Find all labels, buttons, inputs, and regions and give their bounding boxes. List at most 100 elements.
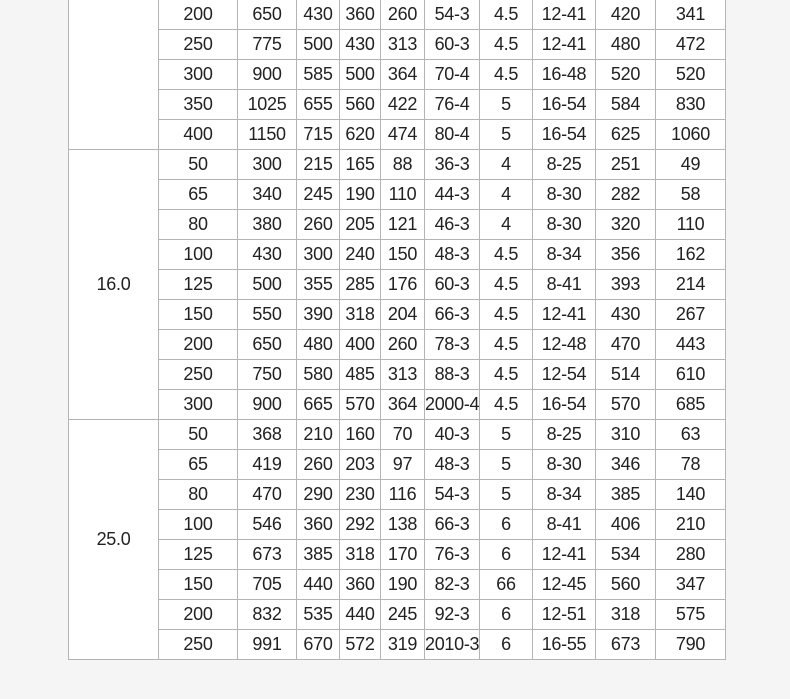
table-cell: 88 [380,149,425,180]
table-cell: 560 [339,89,381,120]
table-cell: 1150 [237,119,297,150]
table-cell: 430 [296,0,340,30]
table-cell: 80-4 [424,119,480,150]
table-cell: 4 [479,209,533,240]
table-cell: 70-4 [424,59,480,90]
table-row: 400 1150 715 620 474 80-4 5 16-54 625 1060 [69,119,726,150]
table-cell: 4.5 [479,0,533,30]
table-cell: 480 [296,329,340,360]
table-cell: 390 [296,299,340,330]
table-cell: 215 [296,149,340,180]
table-row: 150 705 440 360 190 82-3 66 12-45 560 347 [69,569,726,600]
table-cell: 16-54 [532,89,596,120]
table-cell: 210 [655,509,726,540]
table-cell: 170 [380,539,425,570]
table-cell: 36-3 [424,149,480,180]
table-cell: 430 [595,299,656,330]
table-cell: 364 [380,59,425,90]
table-row: 100 546 360 292 138 66-3 6 8-41 406 210 [69,509,726,540]
table-cell: 12-54 [532,359,596,390]
table-cell: 4.5 [479,29,533,60]
table-cell: 110 [380,179,425,210]
table-cell: 500 [339,59,381,90]
table-cell: 300 [237,149,297,180]
table-cell: 360 [339,0,381,30]
table-cell: 250 [158,629,238,660]
table-row: 300 900 665 570 364 2000-4 4.5 16-54 570 685 [69,389,726,420]
table-cell: 470 [595,329,656,360]
table-cell: 360 [296,509,340,540]
table-cell: 4.5 [479,59,533,90]
table-cell: 610 [655,359,726,390]
table-cell: 560 [595,569,656,600]
table-cell: 313 [380,359,425,390]
table-cell: 2010-3 [424,629,480,660]
table-cell: 282 [595,179,656,210]
table-cell: 650 [237,329,297,360]
flange-dimension-table: 200 650 430 360 260 54-3 4.5 12-41 420 341 250 775 5… [68,0,726,660]
table-cell: 6 [479,629,533,660]
table-cell: 100 [158,239,238,270]
table-cell: 313 [380,29,425,60]
table-cell: 900 [237,59,297,90]
table-cell: 320 [595,209,656,240]
table-cell: 78 [655,449,726,480]
table-cell: 150 [158,569,238,600]
table-cell: 160 [339,419,381,450]
table-cell: 285 [339,269,381,300]
table-cell: 4.5 [479,269,533,300]
pressure-group-cell: 25.0 [68,419,159,660]
table-cell: 250 [158,359,238,390]
table-row: 250 750 580 485 313 88-3 4.5 12-54 514 610 [69,359,726,390]
table-cell: 203 [339,449,381,480]
table-cell: 572 [339,629,381,660]
table-cell: 150 [158,299,238,330]
table-cell: 66-3 [424,299,480,330]
table-cell: 260 [380,329,425,360]
table-cell: 290 [296,479,340,510]
table-row: 150 550 390 318 204 66-3 4.5 12-41 430 267 [69,299,726,330]
table-cell: 70 [380,419,425,450]
table-cell: 58 [655,179,726,210]
table-cell: 4.5 [479,329,533,360]
table-cell: 991 [237,629,297,660]
table-cell: 356 [595,239,656,270]
table-cell: 8-25 [532,149,596,180]
table-row: 250 991 670 572 319 2010-3 6 16-55 673 790 [69,629,726,660]
pressure-group-cell: 16.0 [68,149,159,420]
table-cell: 5 [479,89,533,120]
table-cell: 8-30 [532,179,596,210]
table-cell: 63 [655,419,726,450]
table-cell: 16-54 [532,389,596,420]
table-cell: 419 [237,449,297,480]
table-cell: 368 [237,419,297,450]
table-cell: 245 [380,599,425,630]
table-cell: 8-30 [532,209,596,240]
table-row: 250 775 500 430 313 60-3 4.5 12-41 480 472 [69,29,726,60]
table-cell: 44-3 [424,179,480,210]
table-cell: 6 [479,599,533,630]
table-cell: 110 [655,209,726,240]
table-cell: 673 [595,629,656,660]
table-cell: 49 [655,149,726,180]
table-cell: 440 [296,569,340,600]
table-cell: 318 [595,599,656,630]
table-cell: 514 [595,359,656,390]
table-cell: 4.5 [479,359,533,390]
table-row: 100 430 300 240 150 48-3 4.5 8-34 356 162 [69,239,726,270]
table-cell: 116 [380,479,425,510]
table-row: 300 900 585 500 364 70-4 4.5 16-48 520 520 [69,59,726,90]
table-cell: 750 [237,359,297,390]
table-cell: 240 [339,239,381,270]
table-cell: 50 [158,419,238,450]
table-cell: 5 [479,449,533,480]
table-cell: 60-3 [424,269,480,300]
table-cell: 443 [655,329,726,360]
table-cell: 78-3 [424,329,480,360]
table-cell: 500 [296,29,340,60]
table-cell: 66-3 [424,509,480,540]
table-cell: 1025 [237,89,297,120]
table-cell: 705 [237,569,297,600]
table-cell: 400 [339,329,381,360]
table-cell: 470 [237,479,297,510]
